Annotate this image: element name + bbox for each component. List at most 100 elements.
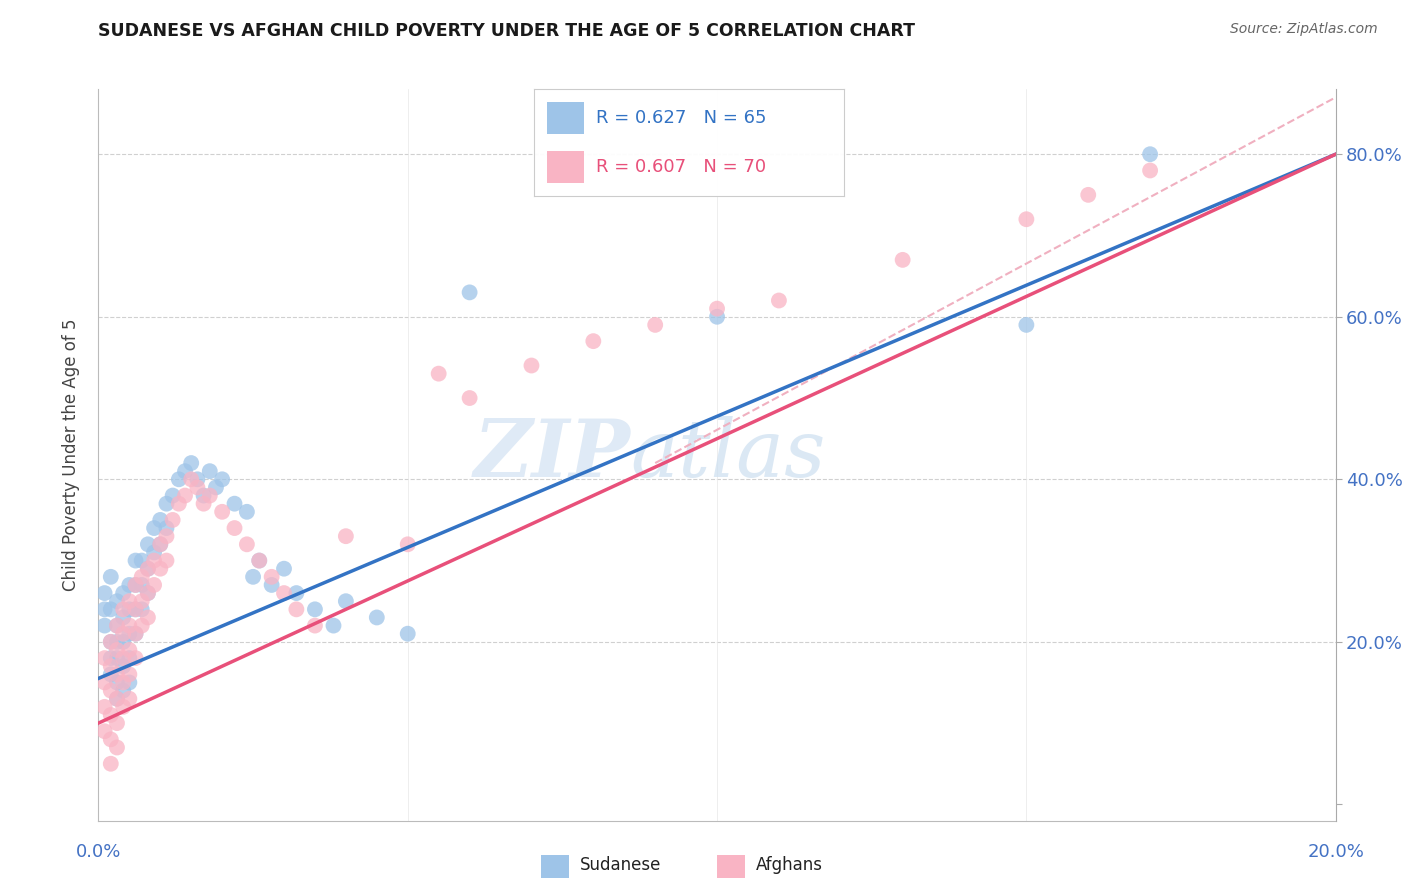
Point: [100, 635, 122, 649]
Point: [112, 675, 135, 690]
Point: [100, 683, 122, 698]
Point: [131, 594, 153, 608]
Point: [236, 537, 259, 551]
Point: [193, 497, 215, 511]
Y-axis label: Child Poverty Under the Age of 5: Child Poverty Under the Age of 5: [62, 318, 80, 591]
Point: [118, 691, 141, 706]
Point: [162, 513, 184, 527]
Point: [136, 562, 159, 576]
Point: [124, 651, 146, 665]
Point: [582, 334, 605, 348]
Point: [105, 691, 128, 706]
Point: [136, 586, 159, 600]
Point: [273, 562, 295, 576]
Point: [396, 537, 419, 551]
Point: [124, 626, 146, 640]
Point: [118, 594, 141, 608]
Point: [136, 586, 159, 600]
Point: [118, 618, 141, 632]
Point: [112, 610, 135, 624]
Text: 20.0%: 20.0%: [1308, 843, 1364, 861]
Point: [105, 643, 128, 657]
Point: [260, 578, 283, 592]
Point: [427, 367, 450, 381]
Point: [155, 553, 177, 567]
Point: [322, 618, 344, 632]
Point: [105, 594, 128, 608]
Point: [100, 602, 122, 616]
Point: [260, 570, 283, 584]
Point: [131, 570, 153, 584]
Point: [186, 480, 208, 494]
Point: [105, 675, 128, 690]
Point: [93, 699, 115, 714]
Point: [131, 578, 153, 592]
Point: [112, 635, 135, 649]
Point: [644, 318, 666, 332]
Point: [162, 489, 184, 503]
Point: [155, 521, 177, 535]
Point: [180, 472, 202, 486]
Point: [112, 683, 135, 698]
Point: [105, 618, 128, 632]
Point: [1077, 187, 1099, 202]
Text: Source: ZipAtlas.com: Source: ZipAtlas.com: [1230, 22, 1378, 37]
Point: [136, 610, 159, 624]
Text: SUDANESE VS AFGHAN CHILD POVERTY UNDER THE AGE OF 5 CORRELATION CHART: SUDANESE VS AFGHAN CHILD POVERTY UNDER T…: [98, 22, 915, 40]
Bar: [541, 855, 569, 878]
Point: [236, 505, 259, 519]
Point: [174, 489, 197, 503]
Point: [520, 359, 543, 373]
Point: [112, 602, 135, 616]
Point: [198, 464, 221, 478]
Point: [118, 667, 141, 681]
Point: [768, 293, 790, 308]
Point: [247, 553, 270, 567]
Point: [105, 618, 128, 632]
Point: [118, 578, 141, 592]
Point: [93, 586, 115, 600]
Point: [124, 553, 146, 567]
Point: [93, 675, 115, 690]
Point: [193, 489, 215, 503]
Point: [167, 472, 190, 486]
Bar: [547, 102, 583, 134]
Point: [118, 643, 141, 657]
Point: [143, 521, 166, 535]
Point: [105, 635, 128, 649]
Point: [1139, 163, 1161, 178]
Text: R = 0.627   N = 65: R = 0.627 N = 65: [596, 109, 766, 127]
Point: [155, 529, 177, 543]
Point: [105, 691, 128, 706]
Point: [1015, 212, 1038, 227]
Point: [186, 472, 208, 486]
Point: [124, 626, 146, 640]
Point: [112, 659, 135, 673]
Point: [335, 594, 357, 608]
Point: [112, 586, 135, 600]
Point: [112, 626, 135, 640]
Point: [304, 618, 326, 632]
Point: [458, 285, 481, 300]
Bar: [547, 152, 583, 184]
Point: [112, 699, 135, 714]
Point: [118, 626, 141, 640]
Point: [247, 553, 270, 567]
Point: [143, 578, 166, 592]
Text: atlas: atlas: [630, 417, 825, 493]
Point: [93, 618, 115, 632]
Point: [124, 578, 146, 592]
Point: [100, 651, 122, 665]
Point: [100, 732, 122, 747]
Point: [105, 716, 128, 731]
Point: [105, 667, 128, 681]
Point: [100, 756, 122, 771]
Point: [285, 602, 308, 616]
Point: [100, 667, 122, 681]
Point: [100, 659, 122, 673]
Point: [366, 610, 388, 624]
Point: [143, 545, 166, 559]
Point: [198, 489, 221, 503]
Bar: [717, 855, 745, 878]
Point: [167, 497, 190, 511]
